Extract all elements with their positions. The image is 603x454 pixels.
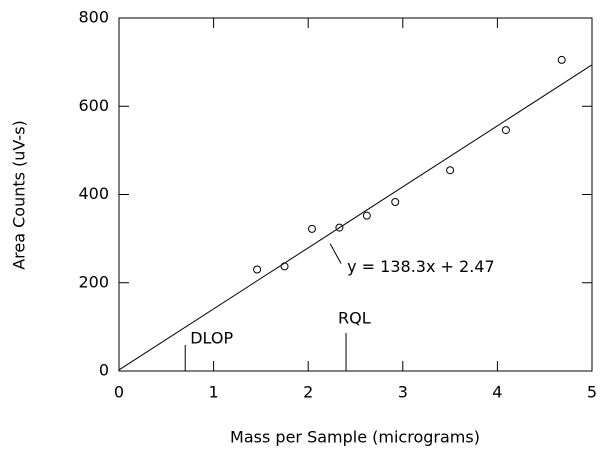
data-point: [446, 166, 455, 175]
annotation-label: RQL: [338, 309, 371, 328]
x-tick-label: 5: [587, 383, 597, 402]
data-point: [280, 262, 289, 271]
y-axis-label: Area Counts (uV-s): [10, 120, 29, 270]
x-tick-label: 1: [209, 383, 219, 402]
data-point: [557, 55, 566, 64]
data-point: [335, 223, 344, 232]
y-tick-label: 400: [78, 184, 109, 203]
data-point: [362, 211, 371, 220]
y-tick-label: 800: [78, 8, 109, 27]
y-tick-label: 0: [99, 361, 109, 380]
x-tick-label: 2: [303, 383, 313, 402]
x-axis-label: Mass per Sample (micrograms): [230, 428, 480, 447]
fit-leader: [329, 243, 342, 264]
data-point: [391, 198, 400, 207]
data-point: [501, 126, 510, 135]
y-tick-label: 600: [78, 96, 109, 115]
x-tick-label: 0: [114, 383, 124, 402]
data-point: [307, 224, 316, 233]
x-tick-label: 4: [492, 383, 502, 402]
data-point: [253, 265, 262, 274]
x-tick-label: 3: [398, 383, 408, 402]
fit-label: y = 138.3x + 2.47: [347, 257, 495, 276]
annotation-label: DLOP: [190, 329, 233, 348]
y-tick-label: 200: [78, 272, 109, 291]
fit-line: [118, 64, 593, 371]
